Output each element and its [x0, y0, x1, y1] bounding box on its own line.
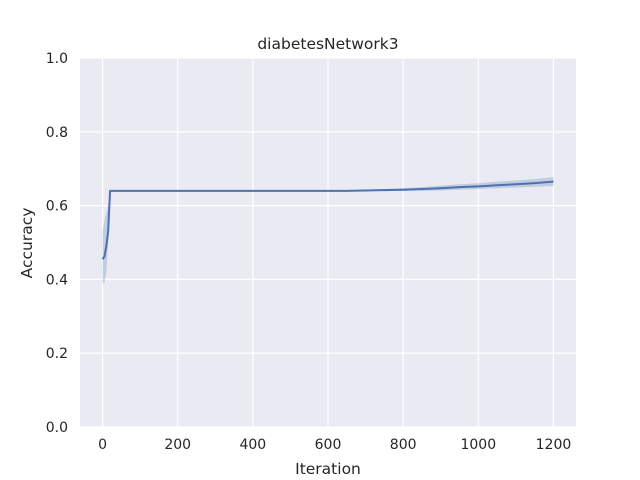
x-axis-label: Iteration — [295, 460, 361, 478]
y-gridlines — [80, 57, 576, 428]
x-gridlines — [101, 58, 555, 427]
y-tick-labels: 0.0 0.2 0.4 0.6 0.8 1.0 — [46, 51, 68, 436]
x-tick-label: 400 — [239, 437, 266, 453]
x-tick-label: 200 — [164, 437, 191, 453]
chart-title: diabetesNetwork3 — [257, 35, 398, 53]
y-axis-label: Accuracy — [18, 208, 36, 279]
y-tick-label: 0.0 — [46, 420, 68, 436]
y-tick-label: 0.2 — [46, 346, 68, 362]
x-tick-label: 800 — [390, 437, 417, 453]
y-tick-label: 0.4 — [46, 272, 68, 288]
series-layer — [101, 177, 554, 284]
y-tick-label: 0.8 — [46, 125, 68, 141]
y-tick-label: 0.6 — [46, 199, 68, 215]
x-tick-labels: 0 200 400 600 800 1000 1200 — [98, 437, 571, 453]
x-tick-label: 600 — [315, 437, 342, 453]
x-tick-label: 1000 — [460, 437, 496, 453]
x-tick-label: 0 — [98, 437, 107, 453]
accuracy-line — [101, 180, 554, 260]
confidence-band — [102, 177, 554, 284]
y-tick-label: 1.0 — [46, 51, 68, 67]
x-tick-label: 1200 — [536, 437, 572, 453]
